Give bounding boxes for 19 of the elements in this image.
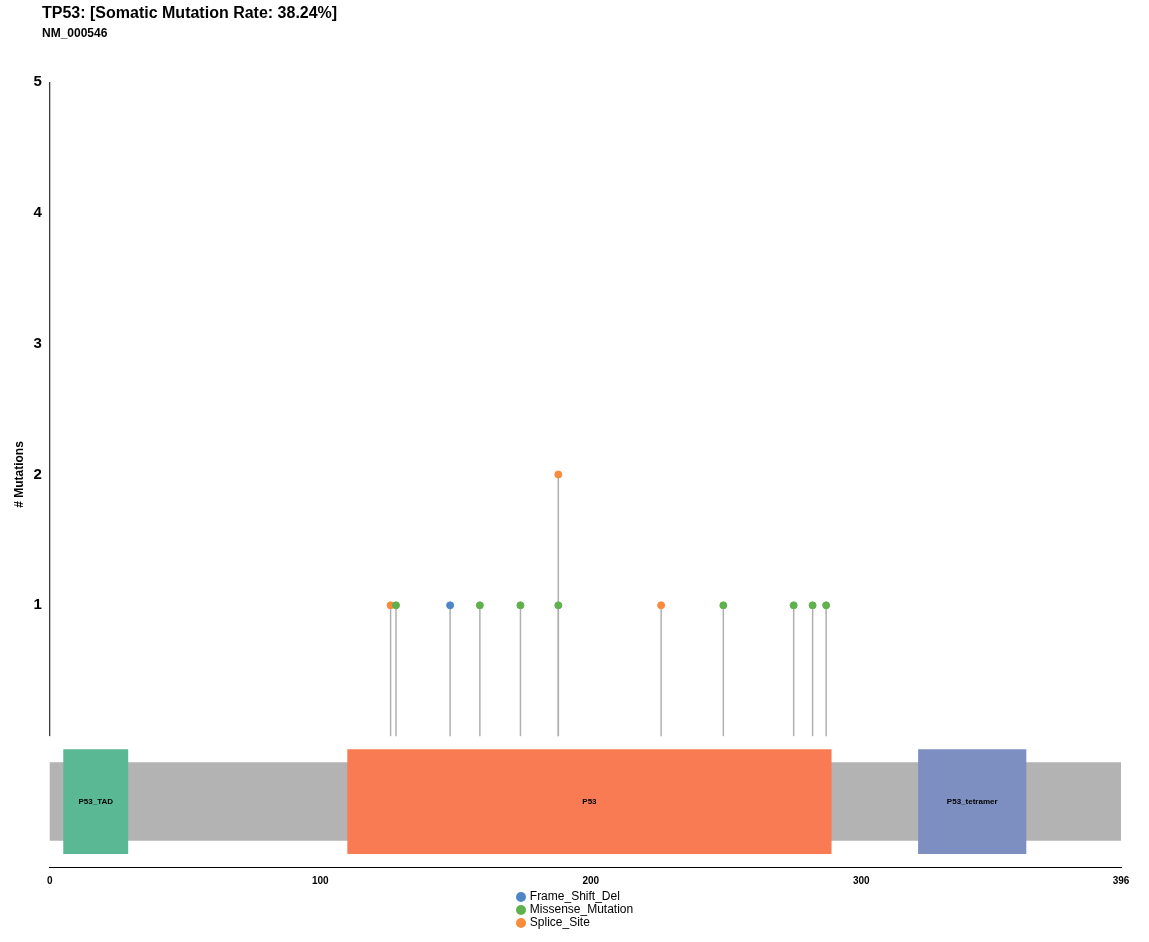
x-tick-label: 300 [852, 874, 871, 886]
band-label: P53 [582, 796, 598, 806]
y-tick-label: 1 [33, 595, 42, 613]
chart-subtitle: NM_000546 [42, 26, 109, 40]
x-tick-label: 0 [46, 874, 53, 886]
legend-label: Missense_Mutation [529, 902, 634, 916]
y-tick-label: 3 [33, 333, 42, 351]
y-tick-label: 4 [33, 202, 43, 220]
x-tick-label: 100 [311, 874, 330, 886]
x-tick-label: 200 [582, 874, 600, 886]
y-axis-title: # Mutations [11, 440, 26, 508]
y-tick-label: 5 [33, 72, 42, 90]
y-tick-label: 2 [33, 464, 42, 482]
legend-label: Frame_Shift_Del [529, 889, 620, 903]
band-label: P53_tetramer [946, 796, 998, 806]
legend-label: Splice_Site [529, 915, 590, 929]
band-label: P53_TAD [78, 796, 114, 806]
chart-title: TP53: [Somatic Mutation Rate: 38.24%] [42, 4, 339, 22]
x-tick-label: 396 [1112, 874, 1130, 886]
